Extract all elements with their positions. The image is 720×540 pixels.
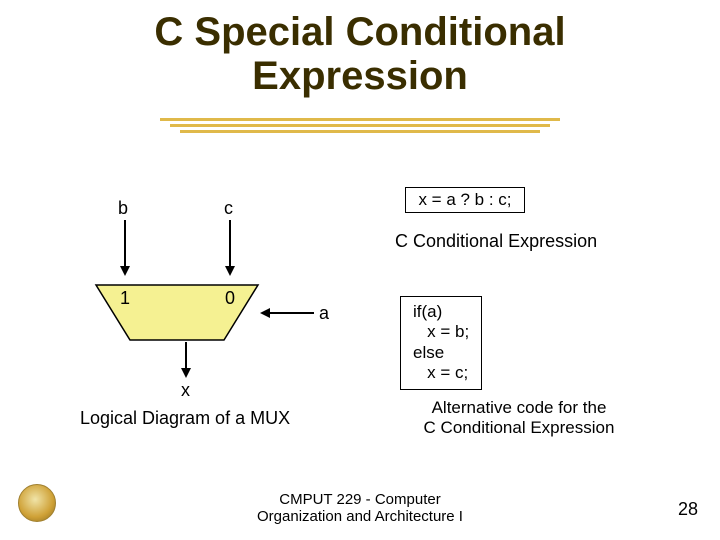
arrow-x-line [185,342,187,370]
mux-label-0: 0 [225,288,235,309]
arrow-a-line [270,312,314,314]
slide-number: 28 [678,499,698,520]
if-else-code-block: if(a) x = b; else x = c; [400,296,482,390]
content-area: b c 1 0 a x Logical Diagram of a MUX x =… [0,0,720,540]
conditional-expression-box: x = a ? b : c; [405,187,525,213]
alternative-caption: Alternative code for the C Conditional E… [404,398,634,438]
mux-shape [0,0,720,540]
footer-text: CMPUT 229 - Computer Organization and Ar… [0,491,720,525]
conditional-expression-label: C Conditional Expression [395,231,597,252]
label-output-x: x [181,380,190,401]
arrow-x-head [181,368,191,378]
footer-line-2: Organization and Architecture I [257,508,463,525]
mux-label-1: 1 [120,288,130,309]
mux-caption: Logical Diagram of a MUX [80,408,290,429]
footer-line-1: CMPUT 229 - Computer [279,491,440,508]
alt-caption-line-2: C Conditional Expression [424,418,615,437]
alt-caption-line-1: Alternative code for the [432,398,607,417]
arrow-a-head [260,308,270,318]
label-select-a: a [319,303,329,324]
